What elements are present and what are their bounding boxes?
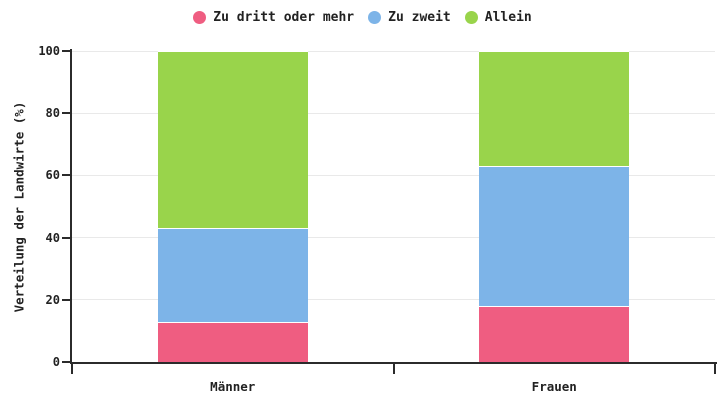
x-tick-label-frauen: Frauen xyxy=(531,379,577,394)
legend-marker-icon xyxy=(368,11,382,24)
x-tick-mark-0 xyxy=(71,364,73,374)
y-tick-mark-60 xyxy=(62,174,72,177)
y-axis-title: Verteilung der Landwirte (%) xyxy=(11,101,27,313)
legend-marker-icon xyxy=(464,11,478,24)
x-tick-mark-1 xyxy=(392,364,395,374)
gridline-20 xyxy=(72,299,715,301)
gridline-80 xyxy=(72,112,715,114)
x-tick-mark-2 xyxy=(714,364,716,374)
y-tick-label-60: 60 xyxy=(45,168,60,183)
legend-marker-icon xyxy=(193,11,207,24)
y-tick-mark-40 xyxy=(62,236,72,239)
y-tick-label-0: 0 xyxy=(52,355,60,369)
x-tick-label-männer: Männer xyxy=(210,379,256,394)
bar-segment-frauen-zu-dritt-oder-mehr[interactable] xyxy=(479,306,630,362)
gridline-100 xyxy=(72,50,715,52)
y-tick-label-40: 40 xyxy=(45,230,60,245)
legend-item-allein[interactable]: Allein xyxy=(464,10,532,25)
y-tick-mark-80 xyxy=(62,112,72,115)
gridline-40 xyxy=(72,237,715,239)
legend-item-zu-dritt-oder-mehr[interactable]: Zu dritt oder mehr xyxy=(193,10,354,25)
chart-legend: Zu dritt oder mehr Zu zweit Allein xyxy=(0,10,725,25)
bar-segment-männer-zu-dritt-oder-mehr[interactable] xyxy=(157,321,308,362)
y-tick-label-80: 80 xyxy=(45,106,60,121)
y-axis-line xyxy=(70,49,72,364)
bar-segment-männer-zu-zweit[interactable] xyxy=(157,228,308,322)
bar-segment-frauen-allein[interactable] xyxy=(479,51,630,167)
legend-item-zu-zweit[interactable]: Zu zweit xyxy=(368,10,451,25)
bar-segment-männer-allein[interactable] xyxy=(157,51,308,229)
bar-segment-frauen-zu-zweit[interactable] xyxy=(479,166,630,306)
gridline-60 xyxy=(72,174,715,176)
legend-label: Zu dritt oder mehr xyxy=(213,10,355,25)
x-axis-line xyxy=(70,362,717,364)
y-tick-mark-100 xyxy=(62,50,72,52)
y-tick-label-20: 20 xyxy=(45,292,60,307)
y-tick-label-100: 100 xyxy=(38,44,60,58)
y-tick-mark-0 xyxy=(62,361,72,363)
y-tick-mark-20 xyxy=(62,298,72,301)
legend-label: Zu zweit xyxy=(388,10,451,25)
legend-label: Allein xyxy=(484,10,532,25)
